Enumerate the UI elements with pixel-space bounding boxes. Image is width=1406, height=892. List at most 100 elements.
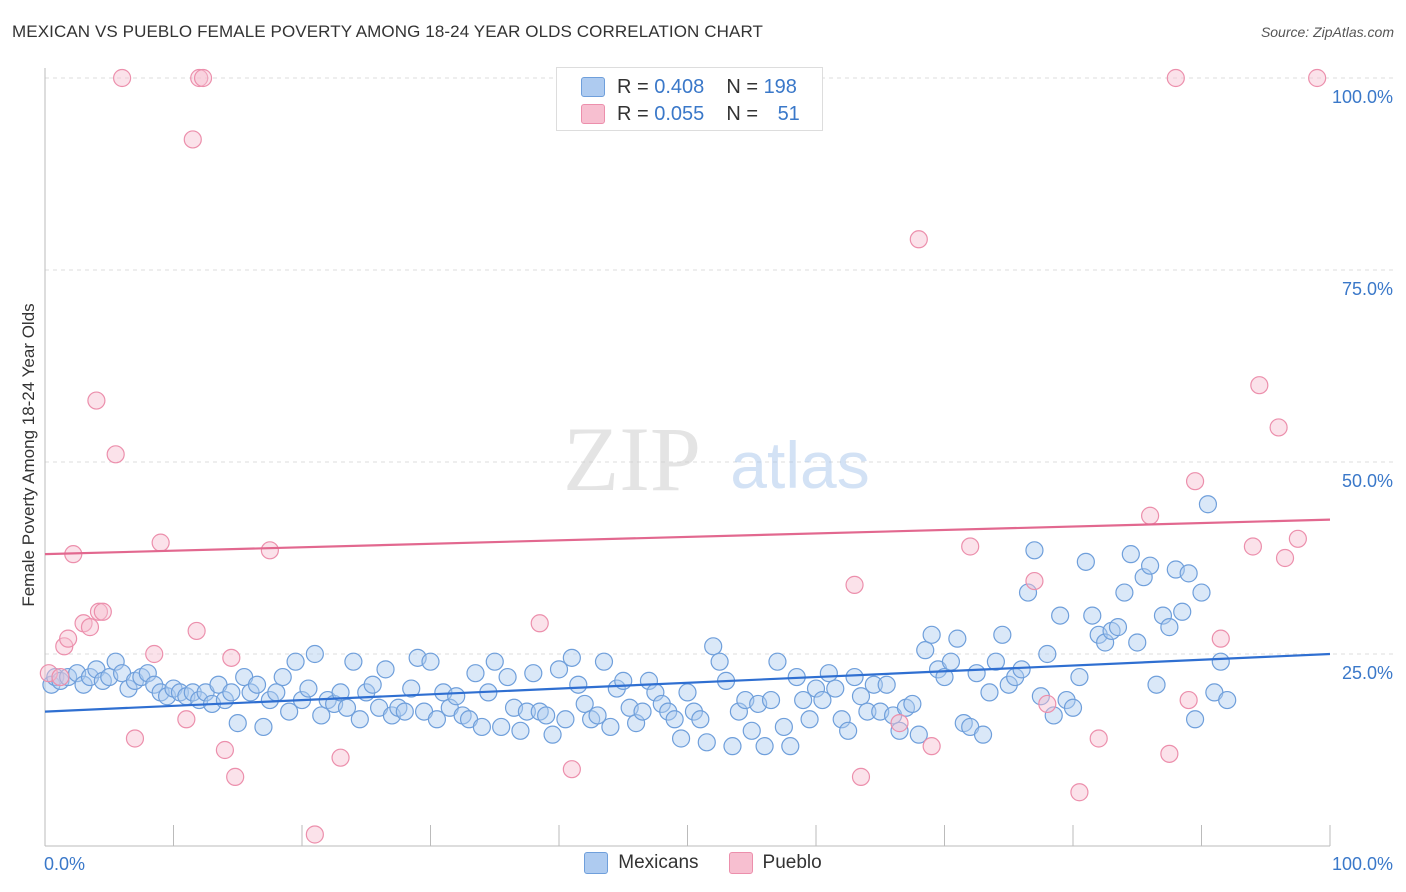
mexicans-point xyxy=(106,652,125,671)
mexicans-point xyxy=(1211,652,1230,671)
mexicans-point xyxy=(331,683,350,702)
pueblo-point xyxy=(1025,571,1044,591)
pueblo-point xyxy=(530,614,549,633)
mexicans-point xyxy=(671,729,691,748)
mexicans-point xyxy=(517,702,536,721)
mexicans-point xyxy=(941,652,961,671)
mexicans-legend-label: Mexicans xyxy=(618,852,699,873)
mexicans-point xyxy=(299,679,318,698)
mexicans-point xyxy=(254,717,273,737)
mexicans-point xyxy=(485,652,504,671)
pueblo-trend-line xyxy=(44,518,1331,556)
mexicans-point xyxy=(948,629,967,648)
mexicans-point xyxy=(543,725,562,744)
pueblo-point xyxy=(51,667,70,687)
pueblo-point xyxy=(89,602,109,621)
mexicans-point xyxy=(447,687,466,706)
mexicans-point xyxy=(1063,698,1083,717)
pueblo-point xyxy=(80,618,100,637)
pueblo-point xyxy=(1211,629,1230,648)
pueblo-point xyxy=(1269,418,1288,437)
mexicans-point xyxy=(511,721,530,740)
mexicans-point xyxy=(1025,541,1044,560)
pueblo-point xyxy=(851,767,871,786)
y-tick-label: 50.0% xyxy=(1342,471,1393,491)
mexicans-point xyxy=(781,737,800,756)
mexicans-point xyxy=(1076,552,1095,571)
mexicans-point xyxy=(774,717,793,737)
mexicans-point xyxy=(761,690,781,710)
mexicans-point xyxy=(826,679,845,698)
mexicans-point xyxy=(344,652,363,671)
mexicans-point xyxy=(337,698,357,717)
chart-title: MEXICAN VS PUEBLO FEMALE POVERTY AMONG 1… xyxy=(12,22,763,41)
mexicans-point xyxy=(305,644,324,664)
mexicans-point xyxy=(1051,606,1070,625)
pueblo-point xyxy=(1288,529,1307,548)
mexicans-point xyxy=(562,648,581,667)
bottom-legend-pueblo: Pueblo xyxy=(728,852,822,874)
mexicans-point xyxy=(228,714,247,733)
mexicans-point xyxy=(742,721,761,740)
mexicans-point xyxy=(922,625,941,644)
mexicans-point xyxy=(59,667,78,687)
mexicans-trend-line xyxy=(44,652,1331,713)
legend-n-label: N = xyxy=(726,75,758,98)
pueblo-point xyxy=(106,445,125,464)
pueblo-point xyxy=(193,68,213,88)
pueblo-point xyxy=(1140,506,1160,525)
legend-n-label: N = xyxy=(726,102,758,125)
legend-box: R = 0.408 N = 198 R = 0.055 N = 51 xyxy=(556,67,823,131)
mexicans-point xyxy=(1012,660,1031,679)
mexicans-point xyxy=(1115,583,1134,602)
pueblo-point xyxy=(1166,68,1185,88)
pueblo-point xyxy=(1250,376,1269,395)
mexicans-point xyxy=(1192,583,1211,602)
mexicans-point xyxy=(524,664,543,683)
legend-r-label: R = xyxy=(617,75,649,98)
mexicans-point xyxy=(549,660,569,679)
mexicans-point xyxy=(1140,556,1160,575)
mexicans-point xyxy=(839,721,858,740)
mexicans-point xyxy=(376,660,395,679)
pueblo-point xyxy=(187,621,206,641)
pueblo-point xyxy=(177,710,196,729)
source-label: Source: ZipAtlas.com xyxy=(1260,24,1394,40)
mexicans-point xyxy=(633,702,652,721)
mexicans-point xyxy=(916,641,935,660)
mexicans-point xyxy=(569,675,588,694)
mexicans-point xyxy=(556,710,575,729)
watermark-atlas: atlas xyxy=(730,428,869,502)
pueblo-point xyxy=(87,391,106,410)
mexicans-point xyxy=(363,675,382,694)
mexicans-point xyxy=(267,683,286,702)
y-tick-label: 25.0% xyxy=(1342,663,1393,683)
pueblo-legend-swatch xyxy=(728,852,753,874)
mexicans-point xyxy=(273,667,292,687)
mexicans-point xyxy=(1179,564,1198,583)
mexicans-point xyxy=(967,664,986,683)
mexicans-r-value: 0.408 xyxy=(654,75,705,98)
mexicans-point xyxy=(498,667,517,687)
mexicans-point xyxy=(858,702,877,721)
pueblo-point xyxy=(145,644,164,664)
pueblo-point xyxy=(226,767,245,786)
mexicans-point xyxy=(800,710,819,729)
bottom-legend: Mexicans Pueblo xyxy=(0,852,1406,874)
mexicans-point xyxy=(710,652,729,671)
pueblo-point xyxy=(151,533,170,552)
pueblo-point xyxy=(183,130,202,149)
y-axis-label: Female Poverty Among 18-24 Year Olds xyxy=(19,303,38,606)
mexicans-point xyxy=(286,652,305,671)
mexicans-legend-swatch xyxy=(584,852,609,874)
pueblo-point xyxy=(922,737,941,756)
trend-lines xyxy=(44,518,1331,713)
mexicans-point xyxy=(986,652,1006,671)
mexicans-point xyxy=(678,683,697,702)
pueblo-point xyxy=(1089,729,1108,748)
mexicans-point xyxy=(1044,706,1063,725)
mexicans-point xyxy=(1096,633,1115,652)
mexicans-point xyxy=(427,710,447,729)
pueblo-legend-label: Pueblo xyxy=(762,852,822,873)
mexicans-point xyxy=(588,706,607,725)
